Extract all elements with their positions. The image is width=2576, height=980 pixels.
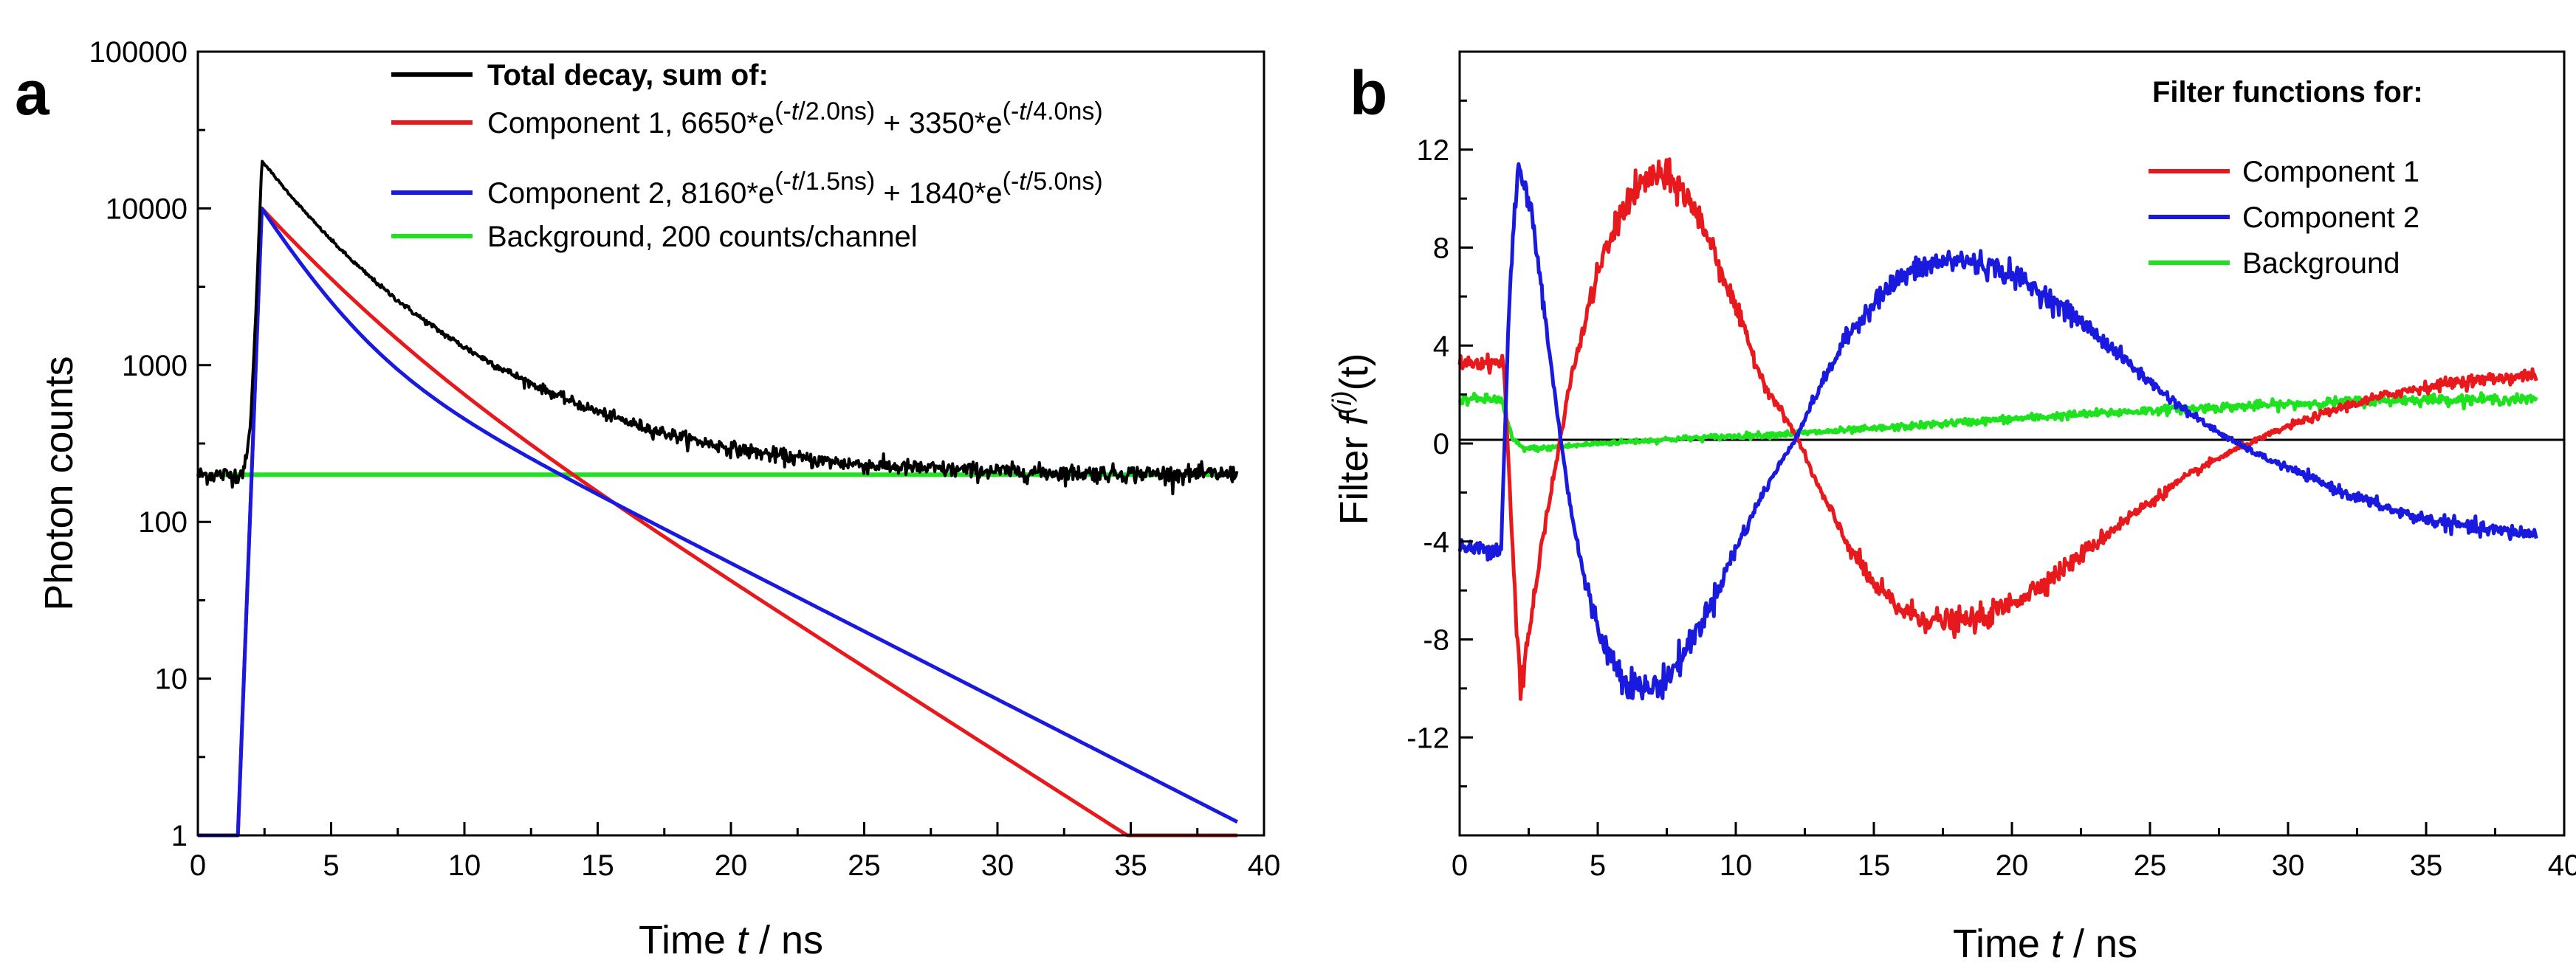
x-tick-label: 5: [1590, 849, 1606, 882]
series-total-decay-line: [196, 159, 1239, 496]
panel-b-xlabel: Time t / ns: [1953, 922, 2137, 966]
panel-b-ylabel: Filter f(i)(t): [1327, 353, 1376, 525]
panel-a-y-ticks: 1 10 100 1000 10000 100000: [89, 36, 211, 852]
series-component1-line: [197, 206, 1238, 838]
legend-label-filter-component1: Component 1: [2242, 156, 2419, 188]
series-component2-line: [197, 206, 1239, 838]
panel-b-x-ticks: 0 5 10 15 20 25 30 35 40: [1452, 822, 2576, 882]
y-tick-label: 10: [155, 663, 188, 696]
x-tick-label: 40: [2548, 849, 2576, 882]
x-tick-label: 10: [1720, 849, 1753, 882]
panel-a-x-ticks: 0 5 10 15 20 25 30 35 40: [190, 822, 1280, 882]
legend-label-background: Background, 200 counts/channel: [487, 221, 918, 253]
panel-a-ylabel: Photon counts: [37, 356, 81, 610]
panel-a-series: [196, 159, 1239, 838]
panel-b-legend: Filter functions for: Component 1 Compon…: [2149, 76, 2423, 280]
x-tick-label: 25: [848, 849, 881, 882]
x-tick-label: 25: [2134, 849, 2167, 882]
series-filter-background-line: [1457, 391, 2538, 453]
y-tick-label: 100000: [89, 36, 188, 69]
legend-label-total: Total decay, sum of:: [487, 59, 769, 92]
y-tick-label: 4: [1433, 330, 1449, 362]
y-tick-label: -4: [1423, 526, 1449, 559]
x-tick-label: 5: [323, 849, 339, 882]
panel-a: a Photon counts Time t / ns 0 5 10 15 20 25 30…: [15, 36, 1280, 962]
y-tick-label: -8: [1423, 624, 1449, 657]
x-tick-label: 20: [715, 849, 748, 882]
x-tick-label: 20: [1996, 849, 2029, 882]
x-tick-label: 15: [1858, 849, 1891, 882]
x-tick-label: 10: [448, 849, 481, 882]
y-tick-label: 10000: [106, 193, 188, 225]
panel-a-legend: Total decay, sum of: Component 1, 6650*e…: [391, 59, 1103, 253]
y-tick-label: 8: [1433, 232, 1449, 265]
x-tick-label: 0: [1452, 849, 1468, 882]
panel-b: b Filter f(i)(t) Time t / ns 0 5 10 15 20 25 3…: [1327, 50, 2576, 966]
legend-label-filter-component2: Component 2: [2242, 201, 2419, 234]
y-tick-label: 1000: [122, 350, 188, 382]
series-filter-component-2-line: [1457, 162, 2538, 701]
x-tick-label: 0: [190, 849, 206, 882]
legend-label-filter-background: Background: [2242, 247, 2400, 280]
y-tick-label: 0: [1433, 428, 1449, 460]
panel-b-y-ticks: -12 -8 -4 0 4 8 12: [1407, 99, 1473, 788]
panel-a-xlabel: Time t / ns: [639, 918, 823, 962]
panel-b-letter: b: [1350, 58, 1387, 128]
series-filter-component-1-line: [1457, 157, 2538, 701]
y-tick-label: -12: [1407, 722, 1449, 754]
y-tick-label: 12: [1417, 134, 1450, 167]
x-tick-label: 35: [2410, 849, 2443, 882]
panel-a-letter: a: [15, 58, 50, 128]
legend-label-component1: Component 1, 6650*e(-t/2.0ns) + 3350*e(-…: [487, 97, 1103, 139]
y-tick-label: 1: [171, 820, 188, 852]
x-tick-label: 15: [581, 849, 614, 882]
x-tick-label: 35: [1114, 849, 1147, 882]
legend-header: Filter functions for:: [2152, 76, 2423, 108]
panel-b-series: [1457, 157, 2538, 701]
x-tick-label: 30: [981, 849, 1014, 882]
x-tick-label: 30: [2272, 849, 2305, 882]
y-tick-label: 100: [138, 506, 188, 539]
x-tick-label: 40: [1248, 849, 1281, 882]
legend-label-component2: Component 2, 8160*e(-t/1.5ns) + 1840*e(-…: [487, 168, 1103, 210]
